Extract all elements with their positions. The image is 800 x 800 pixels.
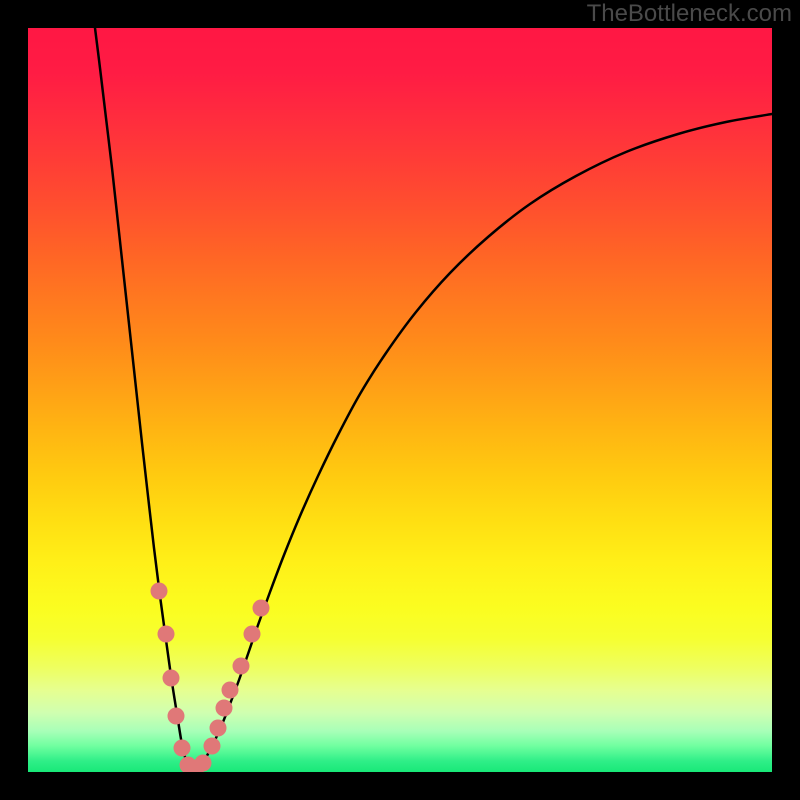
chart-container: { "watermark": { "text": "TheBottleneck.… <box>0 0 800 800</box>
data-marker <box>158 626 175 643</box>
data-marker <box>233 658 250 675</box>
data-marker <box>222 682 239 699</box>
data-marker <box>204 738 221 755</box>
data-marker <box>216 700 233 717</box>
data-marker <box>151 583 168 600</box>
data-marker <box>174 740 191 757</box>
data-marker <box>168 708 185 725</box>
data-marker <box>195 755 212 772</box>
data-marker <box>210 720 227 737</box>
watermark-text: TheBottleneck.com <box>587 0 792 28</box>
data-marker <box>253 600 270 617</box>
data-marker <box>244 626 261 643</box>
data-marker <box>163 670 180 687</box>
bottleneck-curve-chart <box>0 0 800 800</box>
